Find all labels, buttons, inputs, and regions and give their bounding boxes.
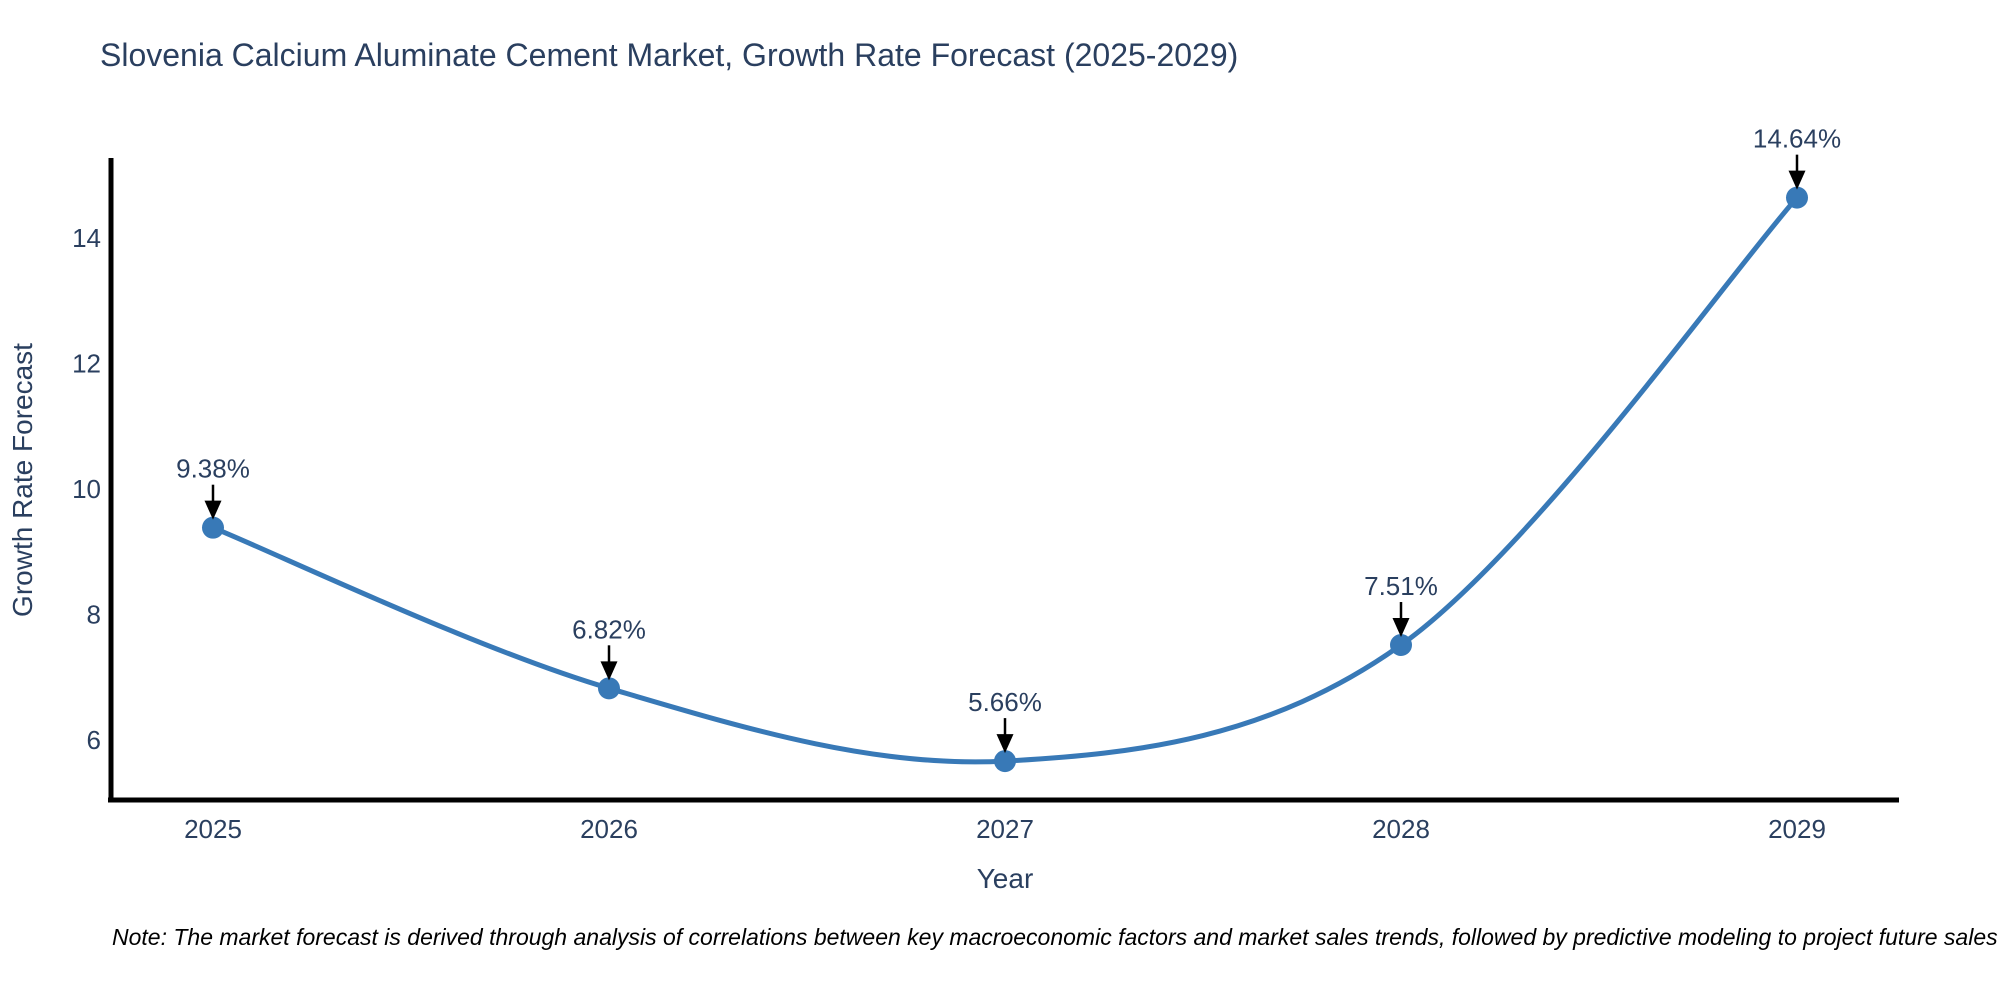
point-value-label: 9.38%	[176, 454, 250, 484]
data-point-marker	[598, 677, 620, 700]
annotation-arrowhead-icon	[600, 661, 618, 681]
annotations: 9.38% 6.82% 5.66% 7.51% 14.64%	[176, 124, 1841, 754]
y-tick-label: 12	[72, 348, 101, 378]
annotation-arrowhead-icon	[1392, 618, 1410, 638]
x-tick-label: 2028	[1372, 814, 1430, 844]
x-tick-label: 2026	[580, 814, 638, 844]
y-tick-label: 6	[87, 725, 101, 755]
y-tick-label: 14	[72, 223, 101, 253]
x-tick-label: 2025	[184, 814, 242, 844]
data-point-marker	[202, 516, 224, 539]
point-value-label: 6.82%	[572, 614, 646, 644]
point-value-label: 5.66%	[968, 687, 1042, 717]
chart-title: Slovenia Calcium Aluminate Cement Market…	[100, 37, 1238, 73]
forecast-line	[210, 195, 1800, 765]
x-tick-label: 2027	[976, 814, 1034, 844]
data-point-marker	[1786, 186, 1808, 209]
data-point-marker	[1390, 634, 1412, 657]
axes	[108, 158, 1899, 803]
annotation-arrowhead-icon	[204, 500, 222, 520]
annotation-arrowhead-icon	[1788, 170, 1806, 190]
data-point-marker	[994, 750, 1016, 773]
y-tick-label: 8	[87, 599, 101, 629]
annotation-arrowhead-icon	[996, 734, 1014, 754]
tick-labels: 6 8 10 12 14 2025 2026 2027 2028 2029	[72, 223, 1826, 844]
point-value-label: 7.51%	[1364, 571, 1438, 601]
series-growth-rate	[202, 186, 1808, 773]
footnote: Note: The market forecast is derived thr…	[112, 924, 1998, 950]
x-axis-title: Year	[977, 863, 1034, 894]
y-tick-label: 10	[72, 474, 101, 504]
y-axis-title: Growth Rate Forecast	[7, 343, 38, 617]
point-value-label: 14.64%	[1753, 124, 1841, 154]
x-tick-label: 2029	[1768, 814, 1826, 844]
